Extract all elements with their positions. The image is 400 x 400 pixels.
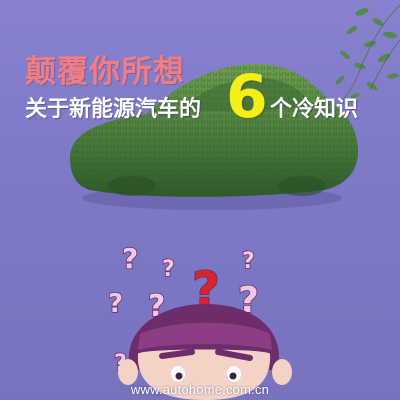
confused-person-illustration xyxy=(118,304,292,400)
headline-line-2-prefix: 关于新能源汽车的 xyxy=(25,97,202,122)
question-mark-icon: ? xyxy=(108,289,123,319)
grass-car-illustration xyxy=(70,64,358,210)
headline-number: 6 xyxy=(226,62,268,132)
question-mark-icon: ? xyxy=(122,242,138,275)
question-mark-icon: ? xyxy=(242,249,255,274)
question-mark-icon: ? xyxy=(162,257,175,282)
headline-line-2-suffix: 个冷知识 xyxy=(270,97,359,122)
source-url: www.autohome.com.cn xyxy=(130,382,270,397)
headline-line-1: 颠覆你所想 xyxy=(25,54,185,90)
leaves-illustration xyxy=(335,4,400,106)
